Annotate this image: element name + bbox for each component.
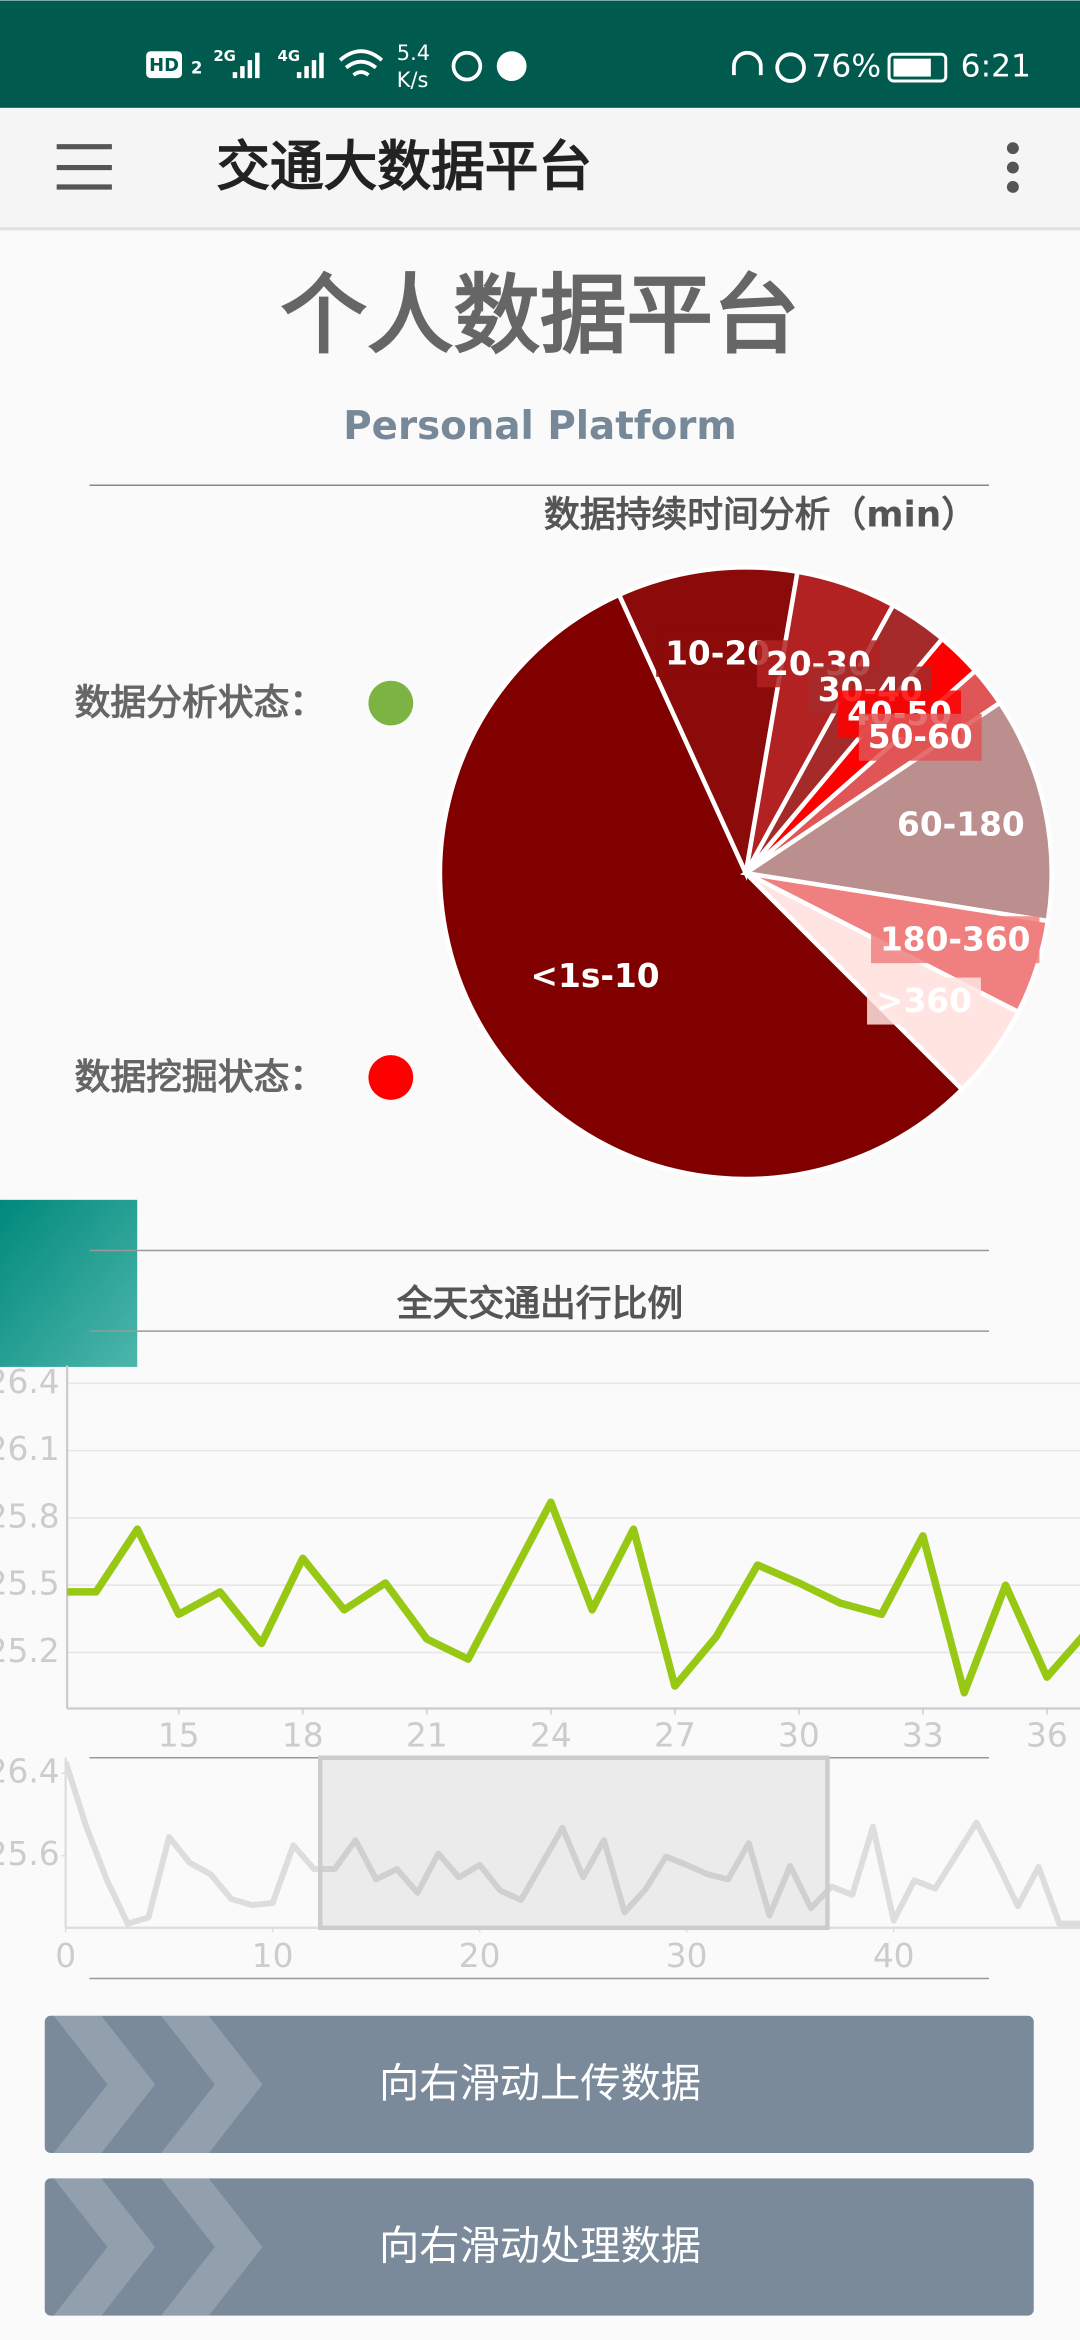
line-title: 全天交通出行比例 <box>396 1283 683 1325</box>
x-tick-label: 15 <box>158 1716 200 1754</box>
y-tick-label: 25.2 <box>0 1632 60 1670</box>
pie-label: >360 <box>876 982 972 1020</box>
alarm-icon <box>775 52 806 83</box>
dot <box>1006 161 1019 174</box>
button-bg <box>44 2015 1034 2154</box>
floating-tile[interactable] <box>0 1199 138 1367</box>
button-label: 向右滑动处理数据 <box>379 2224 701 2270</box>
status-dot <box>368 1055 414 1100</box>
y-tick-label: 25.6 <box>0 1835 60 1873</box>
chevrons <box>53 2015 263 2154</box>
x-tick-label: 10 <box>252 1937 294 1975</box>
signal-icon <box>296 52 324 79</box>
chevrons <box>53 2178 263 2316</box>
dot <box>1006 180 1019 193</box>
x-tick-label: 30 <box>778 1716 820 1754</box>
x-tick-label: 18 <box>282 1716 324 1754</box>
x-tick-label: 40 <box>873 1937 915 1975</box>
x-tick-label: 27 <box>654 1716 696 1754</box>
menu-button[interactable] <box>56 144 112 190</box>
y-tick-label: 26.4 <box>0 1753 60 1791</box>
wifi-icon <box>338 49 384 77</box>
app-icon <box>496 51 527 82</box>
battery-level <box>893 58 931 77</box>
overflow-button[interactable] <box>1006 142 1019 193</box>
status-label: 数据挖掘状态： <box>75 1057 326 1098</box>
status-battery: 76% <box>811 49 881 85</box>
label-box <box>858 713 982 761</box>
label-box <box>888 800 1034 848</box>
status-time: 6:21 <box>961 49 1031 85</box>
y-tick-label: 26.1 <box>0 1430 60 1468</box>
pie-slice <box>437 591 966 1182</box>
status-sim: 2 <box>191 59 202 78</box>
status-4g: 4G <box>277 47 300 65</box>
navigator-line <box>65 1760 1080 1927</box>
page-subtitle: Personal Platform <box>343 404 736 449</box>
navigator-window[interactable] <box>318 1755 830 1931</box>
slide-button[interactable]: 向右滑动上传数据 <box>44 2015 1034 2154</box>
dot <box>1006 142 1019 155</box>
pie-label: 10-20 <box>665 634 770 672</box>
y-tick-label: 25.8 <box>0 1497 60 1535</box>
app-bar <box>0 107 1080 228</box>
y-tick-label: 25.5 <box>0 1565 60 1603</box>
pie-label: <1s-10 <box>531 957 660 995</box>
x-tick-label: 36 <box>1026 1716 1068 1754</box>
pie-label: 60-180 <box>897 805 1025 843</box>
status-speed: 5.4 <box>397 41 430 65</box>
app-icon <box>451 50 483 82</box>
label-box <box>871 916 1040 964</box>
headset-icon <box>732 50 763 76</box>
battery-icon <box>887 52 948 83</box>
pie-title: 数据持续时间分析（min） <box>544 495 977 536</box>
pie-label: 50-60 <box>868 718 973 756</box>
status-dot <box>368 680 414 726</box>
label-box <box>867 977 981 1025</box>
x-tick-label: 21 <box>406 1716 448 1754</box>
page-title: 个人数据平台 <box>281 266 800 366</box>
status-speed-unit: K/s <box>397 68 429 92</box>
x-tick-label: 30 <box>666 1937 708 1975</box>
x-tick-label: 33 <box>902 1716 944 1754</box>
slide-button[interactable]: 向右滑动处理数据 <box>44 2178 1034 2316</box>
x-tick-label: 0 <box>55 1937 76 1975</box>
status-2g: 2G <box>213 47 236 65</box>
status-hd: HD <box>149 55 179 76</box>
line-chart[interactable]: 25.2 25.5 25.8 26.1 26.4 15 18 21 24 27 30 33 36 <box>0 1359 1080 1755</box>
x-tick-label: 20 <box>459 1937 501 1975</box>
menu-icon <box>56 144 112 190</box>
hd-badge <box>146 51 182 79</box>
navigator-chart[interactable]: 25.6 26.4 0 10 20 30 40 <box>0 1753 1080 1975</box>
x-tick-label: 24 <box>530 1716 572 1754</box>
button-label: 向右滑动上传数据 <box>379 2061 701 2107</box>
label-box <box>521 952 669 1000</box>
signal-icon <box>232 52 260 79</box>
y-tick-label: 26.4 <box>0 1363 60 1401</box>
pie-chart: <1s-1010-2020-3030-4040-5050-6060-180180… <box>437 565 1054 1182</box>
pie-label: 180-360 <box>880 921 1031 959</box>
button-bg <box>44 2178 1034 2316</box>
app-title: 交通大数据平台 <box>216 135 592 198</box>
data-line <box>67 1498 1080 1697</box>
status-label: 数据分析状态： <box>75 683 326 724</box>
